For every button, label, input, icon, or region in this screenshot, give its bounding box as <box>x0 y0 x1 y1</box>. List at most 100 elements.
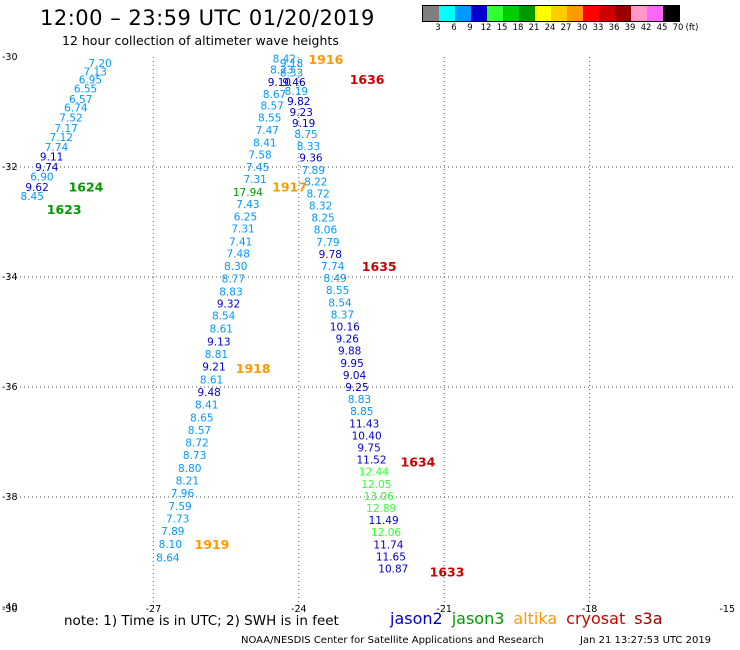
swh-value-label: 6.57 <box>69 94 92 106</box>
swh-value-label: 8.83 <box>348 394 371 406</box>
time-annotation: 1636 <box>350 72 385 87</box>
swh-value-label: 12.44 <box>359 467 389 479</box>
swh-value-label: 10.40 <box>352 430 382 442</box>
swh-value-label: 8.72 <box>185 438 208 450</box>
swh-value-label: 11.74 <box>373 539 403 551</box>
swh-value-label: 8.75 <box>294 129 317 141</box>
x-tick-label: -21 <box>436 604 452 615</box>
note-text: note: 1) Time is in UTC; 2) SWH is in fe… <box>64 613 339 629</box>
colorscale-label: 12 <box>480 23 492 33</box>
time-annotation: 1918 <box>236 361 271 376</box>
swh-value-label: 11.65 <box>376 551 406 563</box>
swh-value-label: 8.54 <box>212 311 236 323</box>
time-annotation: 1634 <box>401 454 436 469</box>
colorscale-swatch <box>519 6 535 21</box>
colorscale-swatches <box>422 5 680 22</box>
x-tick-label: -15 <box>719 604 735 615</box>
colorscale-label: 21 <box>528 23 540 33</box>
swh-value-label: 10.16 <box>330 322 360 334</box>
y-tick-label: -40 <box>2 602 18 613</box>
swh-value-label: 9.10 <box>268 77 291 89</box>
swh-value-label: 8.77 <box>222 274 245 286</box>
swh-value-label: 7.89 <box>161 526 184 538</box>
swh-value-label: 8.37 <box>331 309 354 321</box>
swh-value-label: 8.41 <box>195 400 218 412</box>
footer-credit: NOAA/NESDIS Center for Satellite Applica… <box>241 635 544 646</box>
swh-value-label: 6.90 <box>30 171 53 183</box>
swh-value-label: 9.82 <box>287 96 310 108</box>
swh-value-label: 7.52 <box>59 113 82 125</box>
swh-value-label: 8.49 <box>323 273 346 285</box>
colorscale-swatch <box>663 6 679 21</box>
colorscale-label: 39 <box>624 23 636 33</box>
legend-item: s3a <box>634 609 663 628</box>
colorscale-label: 30 <box>576 23 588 33</box>
swh-value-label: 8.57 <box>260 100 283 112</box>
swh-value-label: 9.25 <box>345 382 368 394</box>
swh-value-label: 7.12 <box>50 132 73 144</box>
swh-value-label: 12.89 <box>366 503 396 515</box>
swh-value-label: 9.26 <box>336 334 360 346</box>
x-tick-label: -27 <box>146 604 162 615</box>
colorscale-swatch <box>455 6 471 21</box>
swh-value-label: 8.42 <box>273 54 296 66</box>
colorscale-label: 33 <box>592 23 604 33</box>
swh-value-label: 8.19 <box>285 86 308 98</box>
swh-value-label: 9.21 <box>202 362 225 374</box>
swh-value-label: 9.13 <box>207 336 230 348</box>
y-tick-label: -30 <box>2 52 18 63</box>
chart-subtitle: 12 hour collection of altimeter wave hei… <box>62 33 339 48</box>
swh-value-label: 8.65 <box>190 412 213 424</box>
swh-value-label: 7.74 <box>321 261 345 273</box>
swh-value-label: 7.74 <box>45 142 69 154</box>
swh-value-label: 7.45 <box>246 162 269 174</box>
colorscale-label: 70 <box>672 23 684 33</box>
swh-value-label: 6.95 <box>79 75 102 87</box>
swh-value-label: 6.55 <box>74 83 97 95</box>
legend-item: cryosat <box>566 609 626 628</box>
swh-value-label: 9.32 <box>217 298 240 310</box>
swh-value-label: 8.54 <box>328 297 352 309</box>
colorscale-unit: (ft) <box>685 23 699 33</box>
swh-value-label: 9.04 <box>343 370 367 382</box>
swh-value-label: 9.19 <box>292 118 315 130</box>
colorscale-swatch <box>583 6 599 21</box>
swh-value-label: 8.23 <box>270 65 293 77</box>
swh-value-label: 7.58 <box>248 149 271 161</box>
time-annotation: 1916 <box>308 52 343 67</box>
swh-value-label: 8.45 <box>21 191 44 203</box>
swh-value-label: 8.32 <box>309 201 332 213</box>
swh-value-label: 7.59 <box>168 501 191 513</box>
swh-value-label: 7.41 <box>229 236 252 248</box>
swh-value-label: 12.05 <box>361 479 391 491</box>
swh-value-label: 8.61 <box>210 324 233 336</box>
swh-value-label: 9.48 <box>197 387 220 399</box>
colorscale-label: 15 <box>496 23 508 33</box>
swh-value-label: 9.18 <box>280 58 303 70</box>
swh-value-label: 7.13 <box>84 66 107 78</box>
legend-item: jason3 <box>451 609 505 628</box>
swh-value-label: 8.67 <box>263 89 286 101</box>
colorscale-swatch <box>439 6 455 21</box>
x-tick-label: -24 <box>291 604 307 615</box>
x-tick-label: -18 <box>582 604 598 615</box>
swh-value-label: 9.36 <box>299 153 323 165</box>
swh-value-label: 8.61 <box>200 374 223 386</box>
colorscale-swatch <box>615 6 631 21</box>
colorscale-label: 45 <box>656 23 668 33</box>
colorscale-label: 18 <box>512 23 524 33</box>
swh-value-label: 17.94 <box>233 187 263 199</box>
swh-value-label: 8.72 <box>306 188 329 200</box>
swh-value-label: 8.33 <box>280 67 303 79</box>
swh-value-label: 9.11 <box>40 152 63 164</box>
swh-value-label: 6.25 <box>234 212 257 224</box>
colorscale-swatch <box>567 6 583 21</box>
time-annotation: 1623 <box>47 202 82 217</box>
swh-value-label: 7.48 <box>227 248 250 260</box>
swh-value-label: 7.96 <box>171 488 195 500</box>
colorscale-swatch <box>423 6 439 21</box>
swh-value-label: 7.89 <box>302 165 325 177</box>
swh-value-label: 10.87 <box>378 564 408 576</box>
swh-value-label: 9.88 <box>338 346 361 358</box>
